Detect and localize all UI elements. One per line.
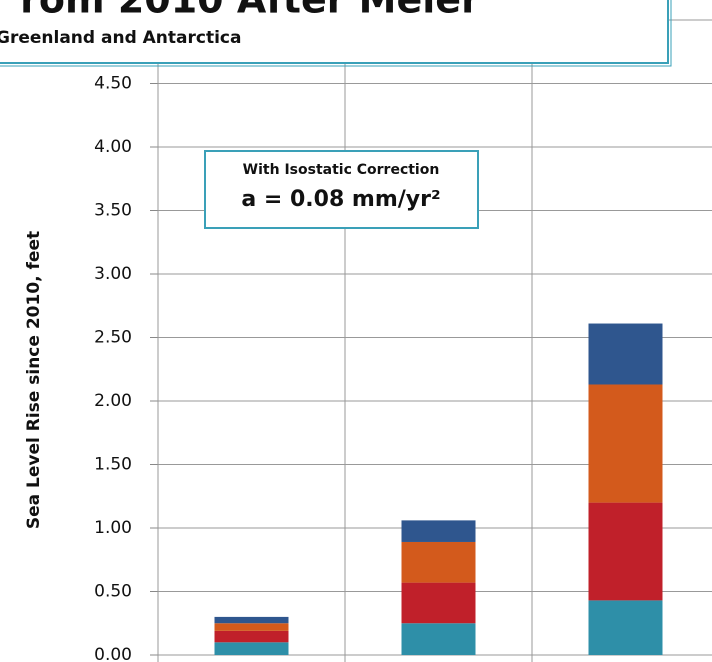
y-tick-label: 2.00 bbox=[94, 391, 132, 411]
bar-segment bbox=[588, 384, 663, 503]
bar-segment bbox=[214, 616, 289, 624]
bar-segment bbox=[588, 323, 663, 385]
y-tick-label: 0.00 bbox=[94, 645, 132, 662]
y-tick-label: 1.50 bbox=[94, 455, 132, 475]
bars bbox=[214, 323, 663, 655]
chart-subtitle: Greenland and Antarctica bbox=[0, 28, 241, 48]
bar-segment bbox=[401, 520, 476, 542]
y-tick-label: 0.50 bbox=[94, 582, 132, 602]
bar-segment bbox=[401, 582, 476, 624]
annotation-text: a = 0.08 mm/yr² bbox=[241, 187, 440, 212]
y-tick-label: 2.50 bbox=[94, 328, 132, 348]
y-tick-label: 4.00 bbox=[94, 137, 132, 157]
title-box bbox=[0, 0, 669, 64]
title-box-outer bbox=[0, 0, 672, 67]
y-axis-label: Sea Level Rise since 2010, feet bbox=[24, 231, 44, 529]
y-tick-label: 3.50 bbox=[94, 201, 132, 221]
y-tick-label: 1.00 bbox=[94, 518, 132, 538]
annotation-title: With Isostatic Correction bbox=[243, 162, 440, 178]
y-tick-label: 4.50 bbox=[94, 74, 132, 94]
bar-segment bbox=[214, 623, 289, 631]
bar-segment bbox=[588, 502, 663, 601]
y-tick-label: 3.00 bbox=[94, 264, 132, 284]
chart-title: rom 2010 After Meier bbox=[20, 0, 480, 22]
annotation-box bbox=[204, 150, 479, 229]
bar-segment bbox=[588, 600, 663, 655]
bar-segment bbox=[214, 642, 289, 655]
bar-segment bbox=[401, 623, 476, 655]
bar-segment bbox=[214, 630, 289, 643]
bar-segment bbox=[401, 541, 476, 583]
